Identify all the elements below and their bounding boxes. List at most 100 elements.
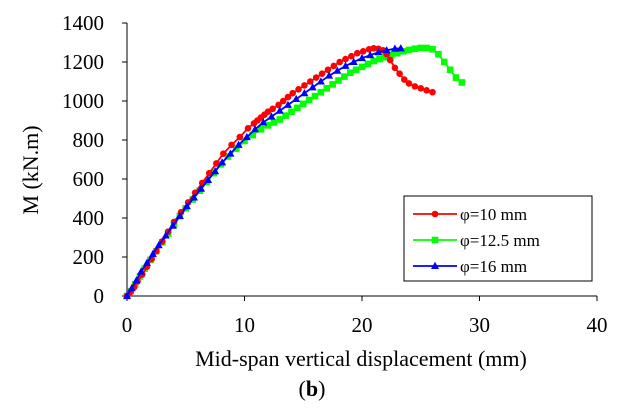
data-point xyxy=(244,125,252,132)
legend-item: φ=12.5 mm xyxy=(413,231,540,250)
data-point xyxy=(354,49,361,57)
data-point xyxy=(148,249,157,258)
data-point xyxy=(279,97,287,105)
data-point xyxy=(311,92,319,100)
series-line xyxy=(126,47,433,297)
data-point xyxy=(220,150,227,157)
data-point xyxy=(226,149,235,157)
y-tick-label: 200 xyxy=(73,245,105,269)
data-point xyxy=(364,60,372,68)
data-point xyxy=(232,145,240,153)
y-tick-labels: 0 200 400 600 800 1000 1200 1400 xyxy=(62,11,104,308)
figure-caption: (b) xyxy=(0,376,624,402)
data-point xyxy=(307,78,314,85)
y-tick-label: 1400 xyxy=(62,11,104,35)
data-point xyxy=(270,119,278,126)
x-tick-label: 20 xyxy=(352,313,373,337)
data-point xyxy=(275,106,284,114)
data-point xyxy=(161,231,170,239)
data-point xyxy=(370,57,378,65)
data-point xyxy=(318,70,326,77)
data-point xyxy=(396,44,405,52)
data-point xyxy=(440,58,448,66)
legend-marker xyxy=(431,261,439,269)
data-point xyxy=(316,77,325,85)
data-point xyxy=(458,79,466,86)
y-axis-title: M (kN.m) xyxy=(18,125,43,214)
data-point xyxy=(382,46,391,54)
y-tick-label: 1200 xyxy=(62,50,104,74)
data-point xyxy=(289,89,296,97)
series-line xyxy=(126,47,401,297)
data-point xyxy=(292,94,301,103)
caption-label: b xyxy=(305,376,319,401)
data-point xyxy=(204,175,213,183)
data-point xyxy=(276,116,284,123)
data-point xyxy=(446,66,454,74)
legend: φ=10 mm φ=12.5 mm φ=16 mm xyxy=(403,195,593,282)
legend-label: φ=16 mm xyxy=(460,257,527,276)
data-point xyxy=(142,258,151,266)
data-point xyxy=(429,46,436,53)
data-point xyxy=(182,202,191,210)
data-point xyxy=(234,140,243,148)
data-point xyxy=(346,69,354,77)
data-point xyxy=(323,85,331,92)
y-tick-label: 0 xyxy=(94,284,105,308)
data-point xyxy=(341,61,350,69)
y-axis-title-group: M (kN.m) xyxy=(18,125,43,214)
data-point xyxy=(189,193,198,201)
x-tick-label: 10 xyxy=(234,313,255,337)
data-point xyxy=(288,108,295,116)
data-point xyxy=(336,58,343,66)
data-point xyxy=(391,64,399,72)
data-point xyxy=(405,80,413,87)
data-point xyxy=(154,241,163,249)
data-point xyxy=(374,48,383,56)
data-point xyxy=(386,56,394,64)
data-point xyxy=(330,62,338,70)
data-point xyxy=(282,112,289,119)
x-tick-label: 30 xyxy=(469,313,490,337)
y-tick-label: 1000 xyxy=(62,89,104,113)
data-point xyxy=(435,50,442,58)
data-point xyxy=(300,89,309,97)
x-tick-labels: 0 10 20 30 40 xyxy=(122,313,608,337)
data-point xyxy=(284,93,292,101)
data-point xyxy=(417,44,425,52)
data-point xyxy=(390,44,399,52)
data-point xyxy=(249,131,257,139)
data-point xyxy=(123,291,131,299)
caption-open: ( xyxy=(298,376,306,401)
data-point xyxy=(205,169,213,177)
data-point xyxy=(241,137,248,145)
data-point xyxy=(299,100,307,108)
data-point xyxy=(333,66,342,74)
data-point xyxy=(366,50,375,59)
data-point xyxy=(312,74,320,81)
data-point xyxy=(236,133,244,141)
legend-item: φ=10 mm xyxy=(413,205,527,224)
data-point xyxy=(325,71,334,79)
data-point xyxy=(218,158,227,166)
data-point xyxy=(411,83,419,90)
data-point xyxy=(242,132,251,141)
y-tick-label: 600 xyxy=(73,167,105,191)
data-point xyxy=(259,118,268,126)
data-point xyxy=(283,100,292,108)
data-point xyxy=(175,211,184,220)
data-point xyxy=(376,55,383,63)
data-point xyxy=(168,221,177,229)
data-point xyxy=(423,86,430,94)
legend-item: φ=16 mm xyxy=(413,257,527,276)
data-point xyxy=(308,83,317,91)
x-axis-title: Mid-span vertical displacement (mm) xyxy=(195,346,527,371)
data-point xyxy=(423,44,430,52)
data-point xyxy=(317,88,325,96)
plot-area xyxy=(122,22,598,301)
data-point xyxy=(267,112,276,120)
data-point xyxy=(370,45,378,52)
data-point xyxy=(251,125,260,133)
data-point xyxy=(417,85,425,92)
y-tick-label: 800 xyxy=(73,128,105,152)
